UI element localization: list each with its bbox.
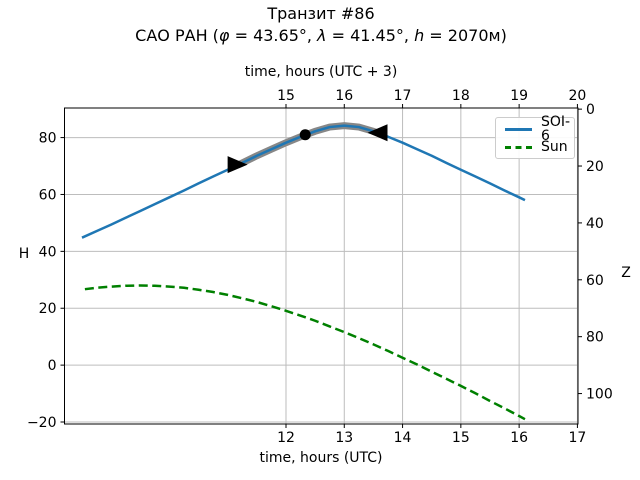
tick-label: 12 xyxy=(277,430,295,446)
tick-label: 80 xyxy=(39,131,57,147)
tick-label: 16 xyxy=(335,88,353,104)
set-triangle-marker xyxy=(367,124,388,142)
sun-curve xyxy=(84,284,526,421)
left-axis-label: H xyxy=(18,246,30,262)
tick-label: 13 xyxy=(335,430,353,446)
tick-label: 60 xyxy=(39,187,57,203)
tick-label: −20 xyxy=(27,415,57,431)
legend: SOI-6 Sun xyxy=(495,115,575,159)
tick-label: 17 xyxy=(394,88,412,104)
soi-6-curve xyxy=(81,124,526,239)
chart-title: Транзит #86 xyxy=(267,4,375,23)
tick-label: 17 xyxy=(569,430,587,446)
tick-label: 0 xyxy=(586,102,595,118)
tick-label: 40 xyxy=(586,216,604,232)
tick-label: 20 xyxy=(39,301,57,317)
sun-line-sample-icon xyxy=(505,145,532,149)
soi6-line-sample-icon xyxy=(505,127,532,131)
tick-label: 80 xyxy=(586,330,604,346)
plot-border xyxy=(64,107,579,425)
tick-label: 100 xyxy=(586,387,613,403)
tick-label: 16 xyxy=(510,430,528,446)
tick-label: 14 xyxy=(394,430,412,446)
legend-label-sun: Sun xyxy=(541,139,568,155)
tick-label: 15 xyxy=(277,88,295,104)
culmination-dot-marker xyxy=(299,129,311,141)
chart-subtitle: САО РАН (φ = 43.65°, λ = 41.45°, h = 207… xyxy=(135,26,507,45)
tick-label: 0 xyxy=(48,358,57,374)
tick-label: 19 xyxy=(510,88,528,104)
tick-label: 40 xyxy=(39,244,57,260)
tick-label: 15 xyxy=(452,430,470,446)
top-axis-label: time, hours (UTC + 3) xyxy=(244,64,398,80)
phi-symbol: φ xyxy=(218,26,230,45)
rise-triangle-marker xyxy=(227,156,248,174)
tick-label: 20 xyxy=(569,88,587,104)
lambda-symbol: λ xyxy=(317,26,327,45)
h-symbol: h xyxy=(414,26,425,45)
legend-item-soi6: SOI-6 xyxy=(505,115,574,143)
right-axis-label: Z xyxy=(621,265,631,281)
legend-label-soi6: SOI-6 xyxy=(541,114,571,144)
bottom-axis-label: time, hours (UTC) xyxy=(259,450,383,466)
tick-label: 60 xyxy=(586,273,604,289)
tick-label: 18 xyxy=(452,88,470,104)
legend-item-sun: Sun xyxy=(505,138,574,156)
subtitle-text: САО РАН ( xyxy=(135,26,219,45)
tick-label: 20 xyxy=(586,159,604,175)
